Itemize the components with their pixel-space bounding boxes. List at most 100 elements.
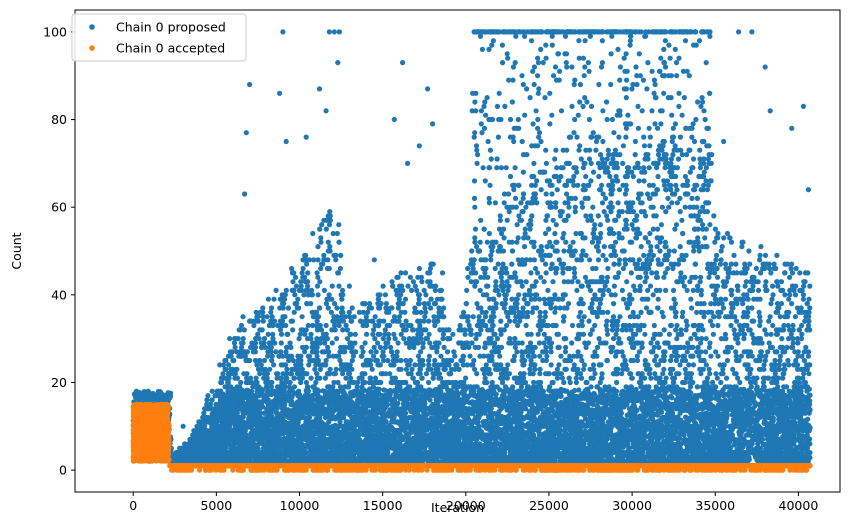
proposed-point — [301, 292, 307, 298]
proposed-point — [469, 340, 475, 346]
proposed-point — [794, 336, 801, 342]
proposed-point — [735, 340, 741, 346]
proposed-point — [683, 327, 689, 333]
proposed-point — [656, 344, 662, 350]
proposed-point — [420, 344, 426, 350]
proposed-point — [472, 226, 479, 232]
proposed-point — [689, 305, 695, 311]
proposed-point — [388, 344, 394, 350]
proposed-point — [733, 318, 740, 324]
proposed-point — [614, 327, 620, 333]
proposed-point — [807, 327, 813, 333]
proposed-point — [561, 230, 567, 237]
proposed-point — [504, 322, 510, 329]
proposed-point — [748, 287, 754, 293]
proposed-point — [538, 274, 544, 280]
proposed-point — [474, 371, 480, 377]
proposed-point — [713, 371, 719, 377]
proposed-point — [310, 322, 316, 329]
proposed-point — [605, 309, 611, 315]
proposed-point — [254, 362, 260, 368]
proposed-point — [735, 287, 741, 293]
proposed-point — [701, 314, 707, 320]
proposed-point — [711, 314, 717, 320]
proposed-point — [470, 265, 476, 272]
proposed-point — [231, 340, 237, 346]
proposed-point — [649, 270, 655, 276]
proposed-point — [261, 340, 267, 346]
proposed-point — [537, 309, 543, 315]
proposed-point — [606, 287, 612, 293]
proposed-point — [629, 239, 635, 245]
proposed-point — [611, 336, 617, 342]
proposed-point — [762, 252, 769, 258]
proposed-point — [750, 283, 756, 289]
proposed-point — [583, 252, 589, 258]
proposed-point — [575, 366, 581, 372]
proposed-point — [754, 340, 760, 346]
proposed-point — [300, 265, 306, 272]
proposed-point — [336, 239, 342, 245]
proposed-point — [677, 244, 683, 250]
proposed-point — [372, 336, 378, 342]
proposed-point — [616, 336, 622, 342]
proposed-point — [788, 265, 794, 272]
proposed-point — [493, 283, 499, 289]
proposed-point — [479, 309, 485, 315]
proposed-point — [498, 371, 504, 377]
proposed-point — [572, 248, 578, 254]
proposed-point — [412, 283, 418, 289]
proposed-point — [389, 375, 395, 381]
proposed-point — [507, 318, 513, 324]
proposed-point — [573, 165, 579, 171]
proposed-point — [457, 322, 463, 329]
proposed-point — [670, 366, 676, 372]
proposed-point — [293, 283, 299, 289]
proposed-point — [380, 349, 386, 355]
proposed-point — [371, 327, 377, 333]
proposed-point — [421, 301, 427, 307]
proposed-point — [687, 279, 693, 285]
proposed-point — [755, 287, 762, 293]
proposed-point — [562, 366, 568, 372]
proposed-point — [703, 226, 709, 232]
proposed-point — [360, 309, 366, 315]
proposed-point — [477, 239, 483, 245]
proposed-point — [503, 265, 509, 272]
proposed-point — [710, 331, 717, 337]
proposed-point — [768, 331, 774, 337]
proposed-point — [251, 322, 257, 329]
proposed-point — [277, 305, 283, 311]
proposed-point — [336, 222, 342, 228]
proposed-point — [432, 357, 438, 364]
proposed-point — [426, 353, 432, 359]
proposed-point — [577, 309, 584, 315]
proposed-point — [533, 279, 539, 285]
proposed-point — [805, 270, 811, 276]
proposed-point — [694, 336, 700, 342]
proposed-point — [517, 318, 523, 324]
proposed-point — [735, 283, 741, 289]
proposed-point — [234, 375, 240, 381]
proposed-point — [724, 357, 731, 364]
proposed-point — [807, 305, 813, 311]
proposed-point — [544, 213, 550, 219]
proposed-point — [228, 366, 234, 372]
proposed-point — [684, 322, 690, 329]
proposed-point — [271, 296, 277, 302]
proposed-point — [681, 257, 687, 263]
proposed-point — [304, 257, 310, 263]
proposed-point — [290, 279, 296, 285]
proposed-point — [542, 301, 549, 307]
proposed-point — [623, 222, 629, 228]
proposed-point — [757, 252, 763, 258]
proposed-point — [737, 322, 743, 329]
proposed-point — [308, 331, 314, 337]
proposed-point — [255, 331, 261, 337]
proposed-point — [552, 309, 558, 315]
proposed-point — [405, 283, 411, 289]
proposed-point — [673, 327, 679, 333]
proposed-point — [359, 353, 365, 359]
proposed-point — [795, 340, 801, 346]
proposed-point — [332, 322, 338, 329]
